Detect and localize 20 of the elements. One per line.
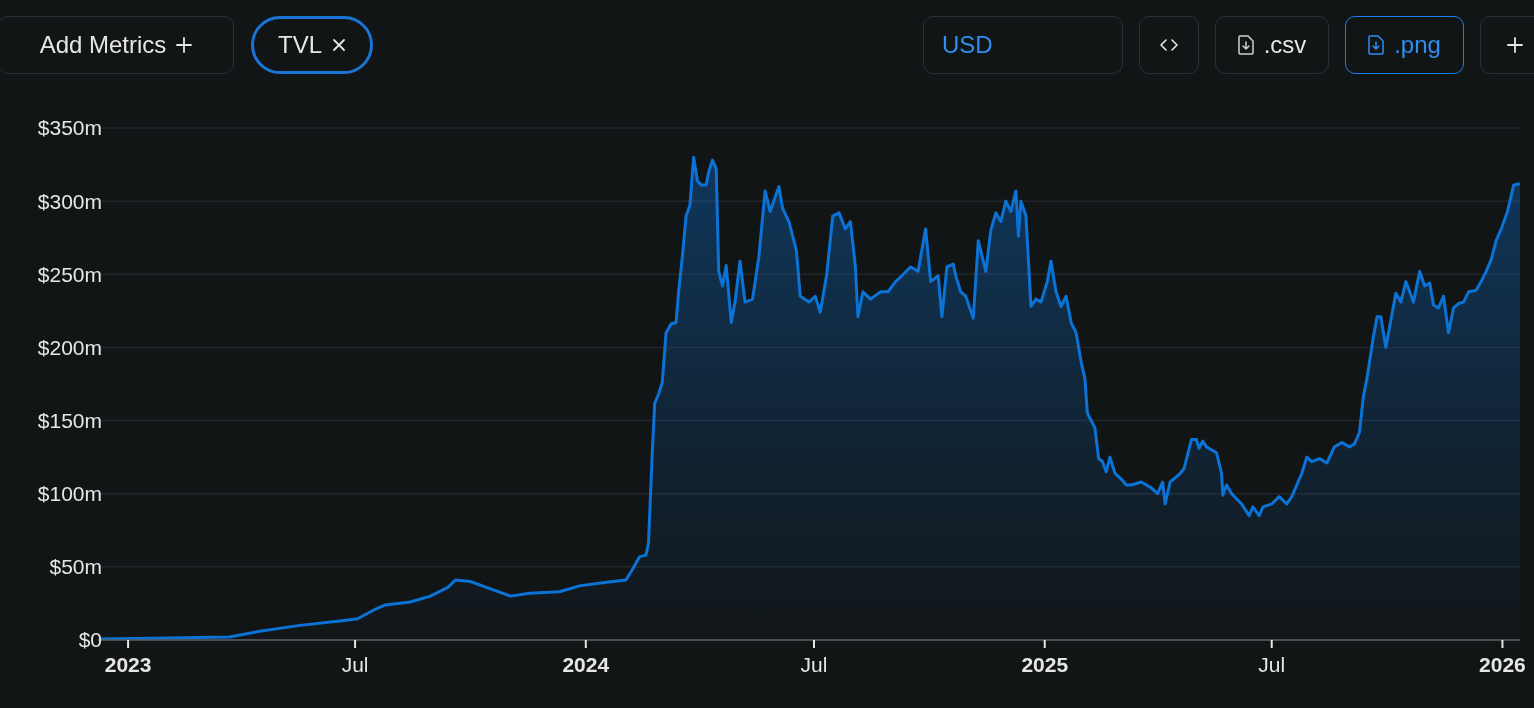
y-tick-label: $200m — [37, 335, 102, 359]
x-tick-label: Jul — [341, 653, 369, 676]
x-tick-label: Jul — [800, 653, 828, 676]
x-tick-label: 2025 — [1021, 653, 1069, 676]
y-tick-label: $50m — [49, 555, 102, 579]
text: .csv — [1263, 31, 1307, 59]
y-tick-label: $250m — [37, 262, 102, 286]
text: USD — [942, 31, 993, 59]
y-tick-label: $300m — [37, 189, 102, 213]
y-tick-label: $0 — [78, 628, 102, 652]
x-tick-label: 2026 — [1479, 653, 1526, 676]
y-tick-label: $150m — [37, 409, 102, 433]
x-tick-label: 2024 — [562, 653, 610, 676]
text: TVL — [277, 31, 322, 59]
y-tick-label: $350m — [37, 116, 102, 140]
y-tick-label: $100m — [37, 482, 102, 506]
x-tick-label: Jul — [1258, 653, 1286, 676]
x-tick-label: 2023 — [104, 653, 152, 676]
text: Add Metrics — [39, 31, 167, 59]
text: .png — [1394, 31, 1441, 59]
